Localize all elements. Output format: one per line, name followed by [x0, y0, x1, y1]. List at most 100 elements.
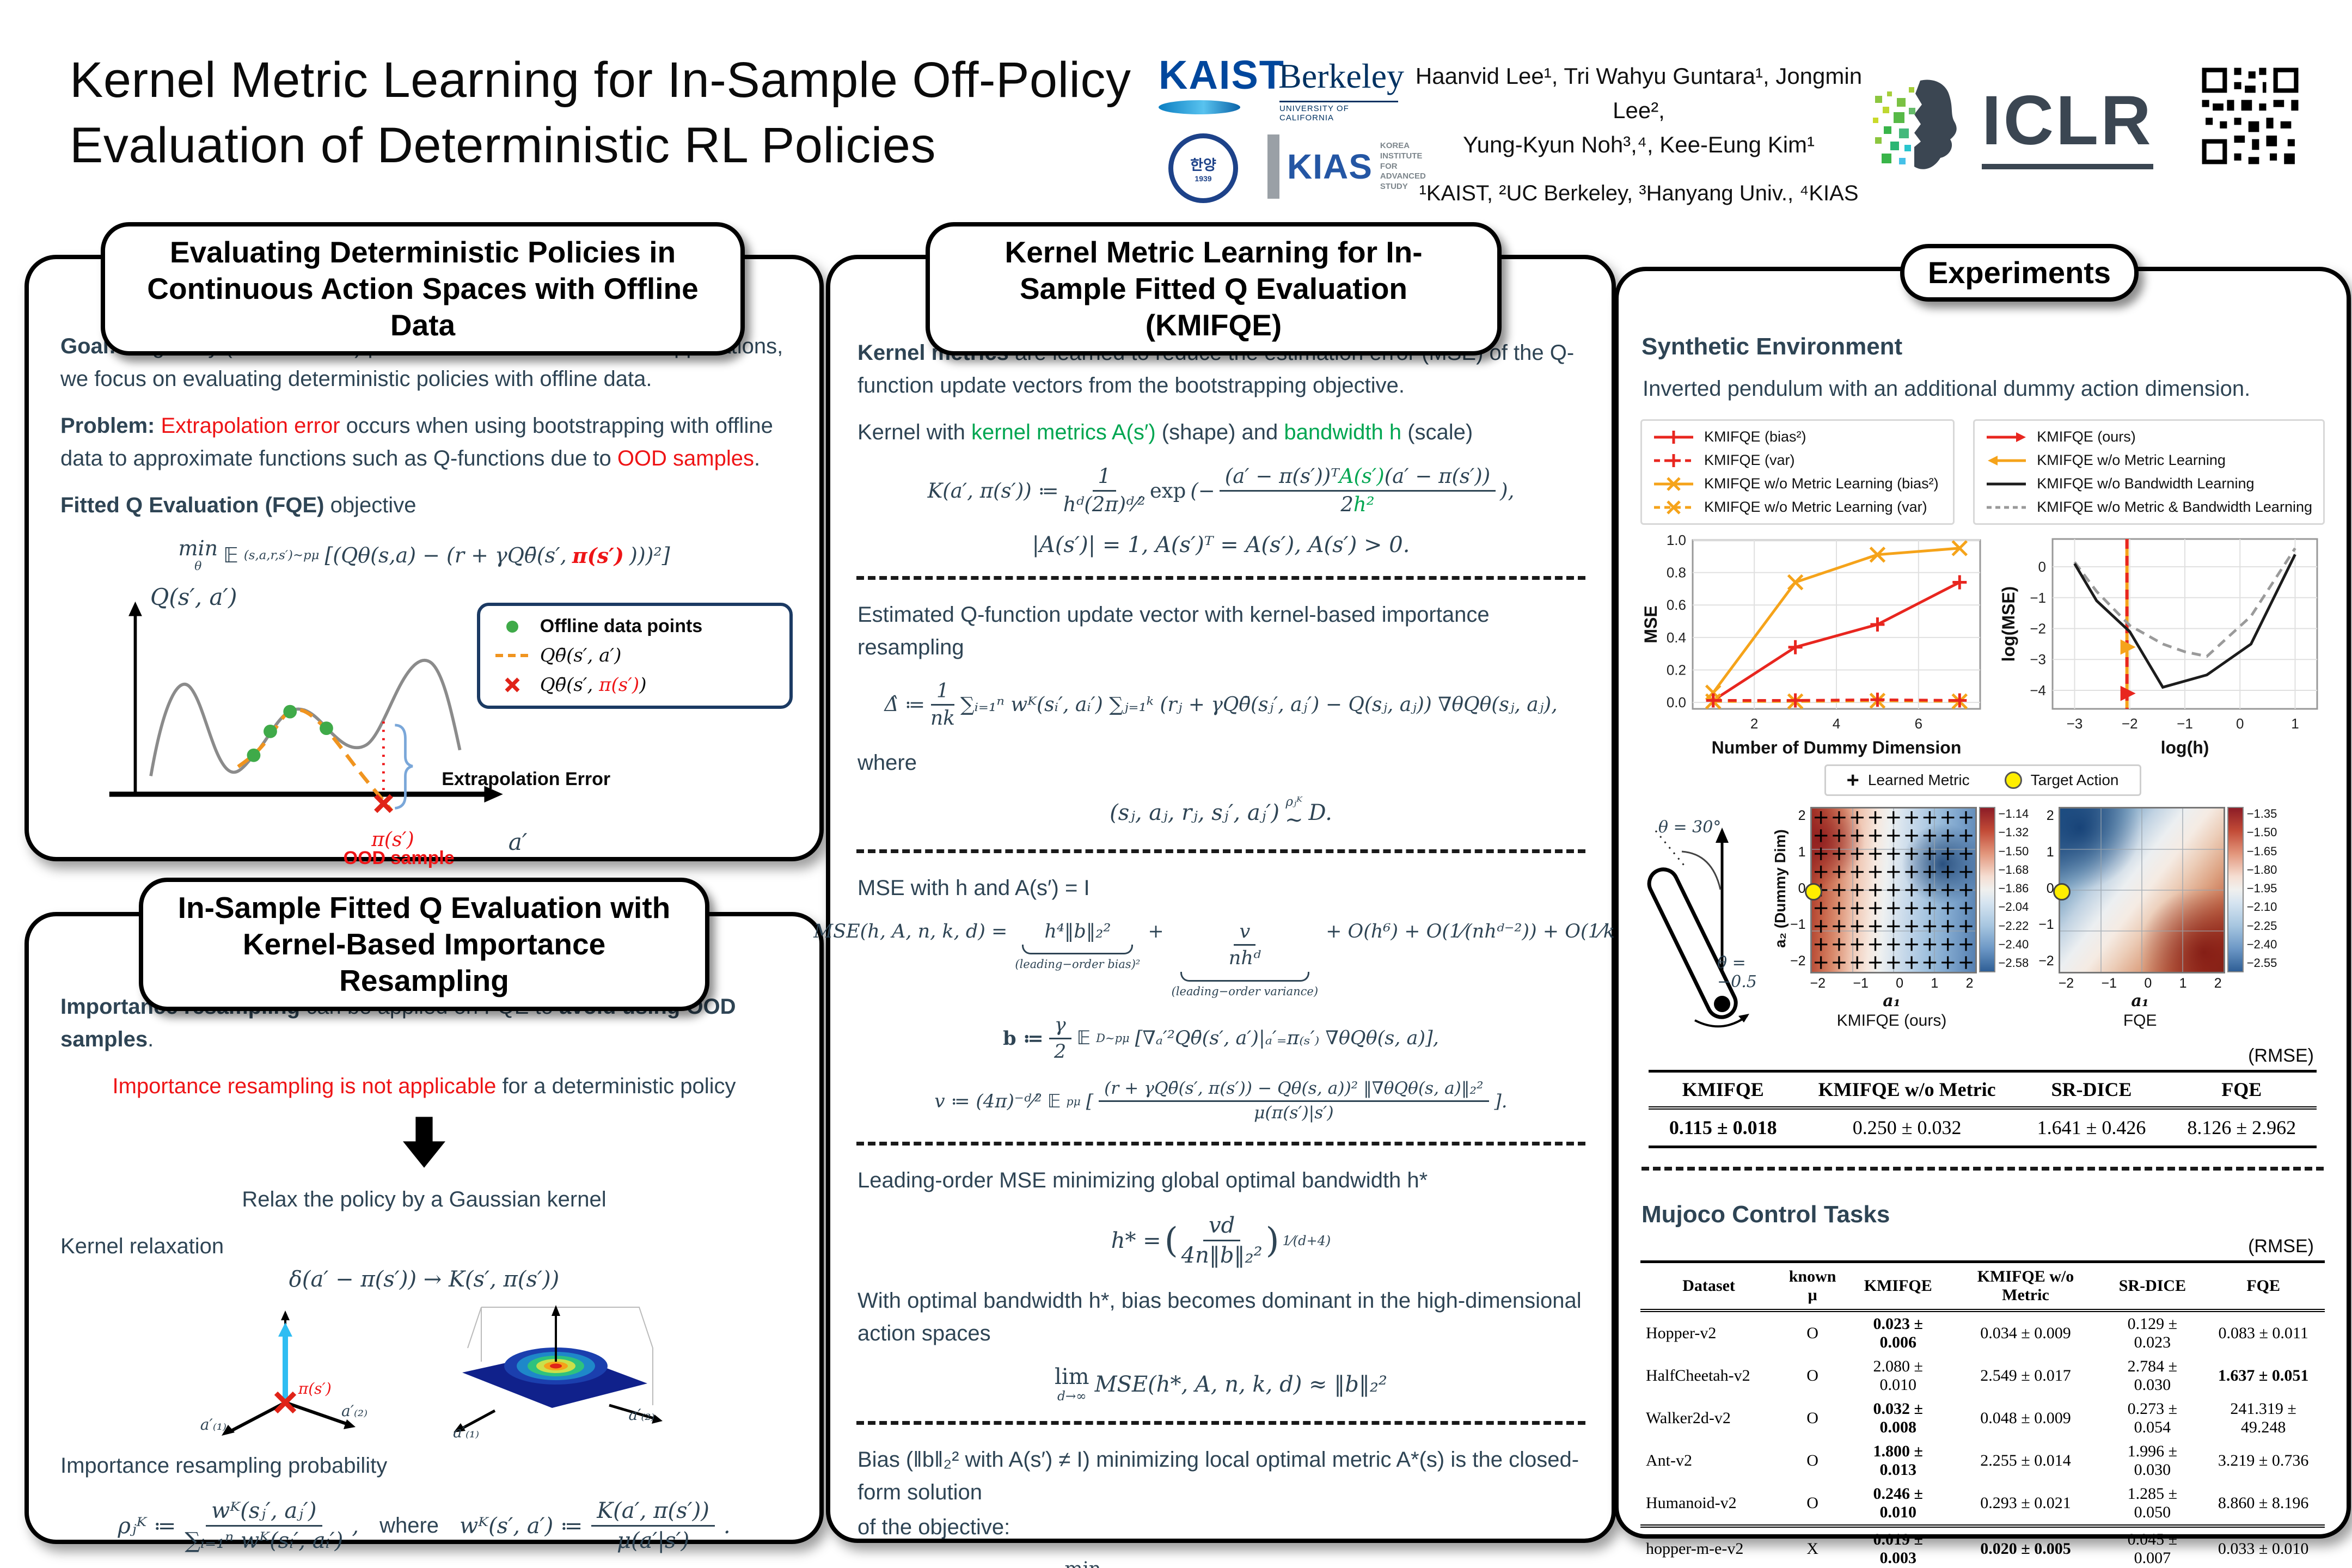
legend-item: KMIFQE (var)	[1653, 452, 1942, 469]
where-label: where	[857, 750, 917, 775]
where: where	[379, 1514, 439, 1538]
synthetic-chart-legends: KMIFQE (bias²) KMIFQE (var) KMIFQE w/o M…	[1640, 419, 2325, 525]
problem-text: occurs when using bootstrapping with off…	[60, 414, 773, 470]
den: 2	[1054, 1040, 1067, 1063]
berkeley-logo: Berkeley	[1278, 57, 1404, 95]
var-den: nhᵈ	[1228, 947, 1261, 970]
optimal-bandwidth-formula: h* = ( vd 4n‖b‖₂² ) 1⁄(d+4)	[855, 1213, 1587, 1268]
legend-label: Learned Metric	[1867, 771, 1970, 788]
affiliations: ¹KAIST, ²UC Berkeley, ³Hanyang Univ., ⁴K…	[1419, 181, 1859, 205]
a1-axis-label: a′₍₁₎	[453, 1423, 480, 1442]
table-cell: 1.800 ± 0.013	[1873, 1442, 1923, 1479]
table-row: Humanoid-v2 O 0.246 ± 0.010 0.293 ± 0.021 1.…	[1640, 1482, 2325, 1526]
expectation: 𝔼	[223, 543, 238, 568]
body: [∇ₐ′²Qθ̄(s′, a′)|ₐ′₌π₍ₛ′₎ ∇θQθ(s, a)],	[1135, 1027, 1439, 1050]
table-cell: HalfCheetah-v2	[1646, 1367, 1750, 1385]
expectation: 𝔼	[1076, 1027, 1091, 1050]
mse-label: MSE with h and A(s′) = I	[857, 876, 1090, 901]
svg-text:4: 4	[1833, 715, 1840, 732]
table-cell: 0.293 ± 0.021	[1980, 1494, 2071, 1512]
table-header: SR-DICE	[2103, 1260, 2202, 1312]
pendulum-illustration: θ = 30° θ̇ = −0.5	[1640, 804, 1768, 1038]
table-cell: 1.641 ± 0.426	[2016, 1108, 2167, 1148]
kaist-logo: KAIST	[1159, 52, 1285, 97]
table-cell: 0.020 ± 0.005	[1948, 1524, 2103, 1568]
table-cell: 2.549 ± 0.017	[1980, 1367, 2071, 1385]
table-cell: O	[1806, 1324, 1818, 1342]
svg-text:MSE: MSE	[1641, 605, 1661, 643]
authors-line-1: Haanvid Lee¹, Tri Wahyu Guntara¹, Jongmi…	[1415, 63, 1863, 123]
svg-text:0.4: 0.4	[1667, 629, 1686, 646]
tick-label: 0	[1798, 880, 1806, 896]
legend-label: KMIFQE w/o Bandwidth Learning	[2037, 475, 2255, 492]
tick-label: −1	[2101, 976, 2117, 991]
mujoco-results-table: Dataset known μ KMIFQE KMIFQE w/o Metric SR-…	[1640, 1260, 2325, 1568]
lhs: v ≔ (4π)⁻ᵈ⁄²	[934, 1090, 1042, 1112]
rho-num: wᴷ(sⱼ′, aⱼ′)	[206, 1498, 322, 1527]
close-paren: ),	[1500, 479, 1515, 503]
bias-dominant-text: With optimal bandwidth h*, bias becomes …	[857, 1289, 1582, 1346]
dashed-separator	[856, 1142, 1585, 1146]
lhs: K(a′, π(s′)) ≔	[927, 479, 1059, 503]
tick-label: −1.50	[2246, 825, 2277, 840]
mse-vs-dummy-dimension-chart: 2 4 6 0.0 0.2 0.4 0.6 0.8 1.0 Number of Dummy Dim…	[1641, 532, 1981, 757]
qplot-xlabel: a′	[508, 829, 528, 856]
kernel-with-metrics-line: Kernel with kernel metrics A(s′) (shape)…	[857, 416, 1584, 449]
kernel-relaxation-formula: δ(a′ − π(s′)) → K(s′, π(s′))	[289, 1267, 560, 1292]
legend-label: Target Action	[2030, 771, 2119, 788]
den: 4n‖b‖₂²	[1181, 1243, 1263, 1269]
table-cell: hopper-m-e-v2	[1640, 1524, 1778, 1568]
variance-label: (leading−order variance)	[1171, 984, 1319, 998]
heatmap-legend: + Learned Metric Target Action	[1824, 764, 2141, 796]
w-lhs: wᴷ(s′, a′) ≔	[460, 1513, 583, 1539]
synthetic-results-table: KMIFQE KMIFQE w/o Metric SR-DICE FQE 0.115 ±…	[1648, 1070, 2317, 1148]
pendulum-drawing	[1647, 828, 1749, 1028]
table-cell: 1.285 ± 0.050	[2127, 1485, 2178, 1521]
table-cell: 2.784 ± 0.030	[2127, 1357, 2178, 1394]
tick-label: −1.80	[2246, 862, 2277, 877]
title-line-1: Kernel Metric Learning for In-Sample Off…	[70, 52, 1131, 108]
table-header: KMIFQE	[1648, 1070, 1798, 1110]
bias-term: h⁴‖b‖₂²	[1044, 921, 1111, 943]
pill-text: Kernel Metric Learning for In-Sample Fit…	[1004, 235, 1423, 342]
kaist-swoosh-icon	[1159, 100, 1240, 114]
tick-label: −1.95	[2246, 881, 2277, 895]
table-cell: 0.246 ± 0.010	[1873, 1485, 1923, 1521]
tick-label: −1	[1853, 976, 1869, 991]
table-cell: Ant-v2	[1646, 1451, 1692, 1469]
tick-label: −2.58	[1998, 956, 2029, 970]
table-cell: O	[1806, 1409, 1818, 1427]
tick-label: −2	[2038, 953, 2054, 969]
not-applicable-paragraph: Importance resampling is not applicable …	[60, 1070, 788, 1102]
tick-label: −2	[2058, 976, 2074, 991]
table-cell: 0.034 ± 0.009	[1980, 1324, 2071, 1342]
table-cell: 0.019 ± 0.003	[1848, 1524, 1949, 1568]
table-header: KMIFQE w/o Metric	[1797, 1070, 2017, 1110]
tick-label: 1	[2179, 976, 2187, 991]
comma: ,	[352, 1513, 359, 1539]
svg-text:−3: −3	[2067, 715, 2083, 732]
heatmap-yticks: 2 1 0 −1 −2	[2037, 804, 2059, 969]
den: 2h²	[1340, 492, 1375, 516]
heatmap-figure-row: θ = 30° θ̇ = −0.5 a₂ (Dummy Dim) 2 1 0 −1 −2	[1640, 804, 2325, 1038]
table-cell: 0.032 ± 0.008	[1873, 1400, 1923, 1436]
kernel-definition-formula: K(a′, π(s′)) ≔ 1 hᵈ(2π)ᵈ⁄² exp (− (a′ − π…	[855, 464, 1587, 516]
table-header: KMIFQE w/o Metric	[1948, 1260, 2103, 1312]
legend-label: Qθ̄(s′, a′)	[540, 645, 622, 667]
svg-text:6: 6	[1915, 715, 1922, 732]
tick-label: 2	[2214, 976, 2222, 991]
den: hᵈ(2π)ᵈ⁄²	[1063, 492, 1146, 516]
legend-offline-points: Offline data points	[494, 616, 775, 637]
tick-label: −1.14	[1998, 807, 2029, 820]
lhs: Δ̂ ≔	[884, 694, 925, 716]
table-cell: 0.115 ± 0.018	[1648, 1108, 1798, 1148]
institution-logos: KAIST Berkeley UNIVERSITY OF CALIFORNIA …	[1159, 52, 1426, 203]
legend-label: Offline data points	[540, 616, 703, 637]
fqe-heatmap-unit: 2 1 0 −1 −2 −2 −1 0 1 2 a₁	[2037, 804, 2277, 1030]
heatmap-yticks: 2 1 0 −1 −2	[1789, 804, 1810, 969]
metric-objective-formula: minA : A(s′)>0,A(s′)=A(s′)ᵀ, |A(s′)|=1 ∀…	[855, 1560, 1587, 1568]
extrapolation-error-diagram: Q(s′, a′) a′ π(s′) OOD sample Extrapolat…	[73, 584, 793, 868]
